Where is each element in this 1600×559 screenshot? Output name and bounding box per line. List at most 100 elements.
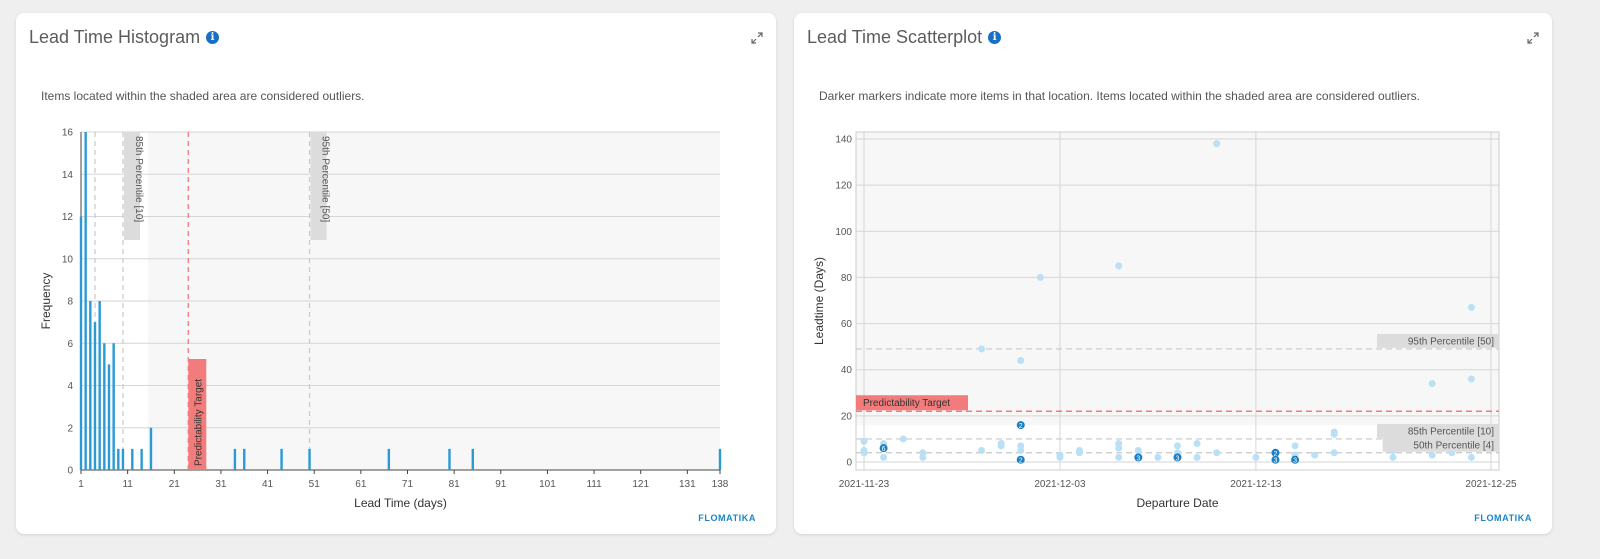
histogram-bar [471,448,474,470]
percentile-label-box [1377,423,1499,438]
x-tick-label: 11 [122,479,133,490]
y-tick-label: 120 [835,181,852,192]
percentile-label-box [1382,437,1499,452]
x-tick-label: 2021-11-23 [839,479,890,490]
histogram-bar [121,448,125,470]
percentile-label: 50th Percentile [4] [1413,440,1494,451]
x-tick-label: 138 [712,479,729,490]
y-tick-label: 60 [841,319,853,330]
histogram-bar [131,448,134,470]
histogram-bar [280,448,283,470]
x-tick-label: 2021-12-13 [1230,479,1282,490]
histogram-bar [140,448,143,470]
histogram-bar [112,343,115,470]
histogram-bar [448,448,451,470]
scatter-point-cluster [1173,453,1182,462]
x-axis-title: Lead Time (days) [354,496,447,510]
percentile-label-box [1377,333,1499,348]
cluster-count-label: 3 [1293,458,1297,465]
scatter-point [1134,446,1142,454]
brand-logo: FLOMATIKA [1474,513,1532,523]
x-tick-label: 2021-12-25 [1465,479,1517,490]
plot-border [855,131,1500,471]
x-tick-label: 101 [539,479,556,490]
scatter-point [1428,380,1436,388]
scatter-point [1311,451,1319,459]
y-tick-label: 6 [67,339,73,350]
expand-icon[interactable] [750,31,764,45]
x-tick-label: 111 [586,479,602,490]
expand-icon[interactable] [1526,31,1540,45]
scatter-point [1017,442,1025,450]
scatter-point-cluster [1016,421,1025,430]
cluster-count-label: 3 [1274,458,1278,465]
y-tick-label: 40 [841,365,853,376]
x-tick-label: 81 [449,479,461,490]
scatter-point-cluster [1271,448,1280,457]
scatterplot-title-text: Lead Time Scatterplot [807,27,983,47]
cluster-count-label: 2 [1274,451,1278,458]
histogram-card: Lead Time Histogram i Items located withi… [16,13,776,534]
scatter-point-cluster [1291,455,1300,464]
histogram-bar [718,448,722,470]
x-tick-label: 31 [215,479,227,490]
x-tick-label: 61 [355,479,367,490]
y-tick-label: 100 [835,227,852,238]
scatter-point [1017,356,1025,364]
percentile-label-box [123,132,140,240]
scatter-point [1213,140,1221,148]
y-tick-label: 10 [62,254,74,265]
cluster-count-label: 2 [1019,458,1023,465]
scatter-point [1467,453,1475,461]
scatter-point [1428,451,1436,459]
scatter-point [1330,430,1338,438]
scatter-point [919,453,927,461]
cluster-count-label: 3 [1176,455,1180,462]
histogram-bar [117,448,120,470]
scatter-point [860,449,868,457]
scatter-point [1213,449,1221,457]
percentile-label: 95th Percentile [50] [1408,336,1494,347]
scatter-point [978,446,986,454]
scatter-point [1467,303,1475,311]
x-tick-label: 41 [262,479,274,490]
histogram-subtitle: Items located within the shaded area are… [41,89,365,103]
histogram-bar [103,343,106,470]
histogram-bar [84,132,87,470]
y-tick-label: 14 [62,170,74,181]
scatter-point [1252,453,1260,461]
cluster-count-label: 2 [1019,423,1023,430]
predictability-target-label: Predictability Target [193,379,204,466]
scatter-point [880,453,888,461]
scatter-point [1056,453,1064,461]
scatter-point [1193,453,1201,461]
info-icon[interactable]: i [206,31,220,44]
scatter-point [1115,453,1123,461]
histogram-title: Lead Time Histogram i [29,27,220,48]
y-tick-label: 140 [835,135,852,146]
predictability-target-label: Predictability Target [863,398,950,409]
histogram-bar [79,216,83,470]
scatter-point [860,437,868,445]
x-tick-label: 2021-12-03 [1034,479,1086,490]
percentile-label: 85th Percentile [10] [1408,426,1494,437]
x-tick-label: 71 [402,479,414,490]
scatter-point [1154,453,1162,461]
x-tick-label: 121 [632,479,649,490]
scatter-point [1076,449,1084,457]
outlier-shaded-area [856,132,1499,426]
scatter-point-cluster [1134,453,1143,462]
scatter-point [1115,440,1123,448]
scatter-point [1330,449,1338,457]
y-tick-label: 2 [67,423,73,434]
predictability-target-box [188,359,207,470]
histogram-bar [243,448,246,470]
scatter-point [1291,442,1299,450]
histogram-bar [387,448,391,470]
scatter-point-cluster [1016,455,1025,464]
info-icon[interactable]: i [988,31,1002,44]
scatter-point [1193,440,1201,448]
x-tick-label: 51 [309,479,321,490]
scatterplot-chart: 0 20 40 60 80 100 120 140 2021-11-23 2021-12-03 20… [812,131,1517,510]
histogram-title-text: Lead Time Histogram [29,27,201,47]
